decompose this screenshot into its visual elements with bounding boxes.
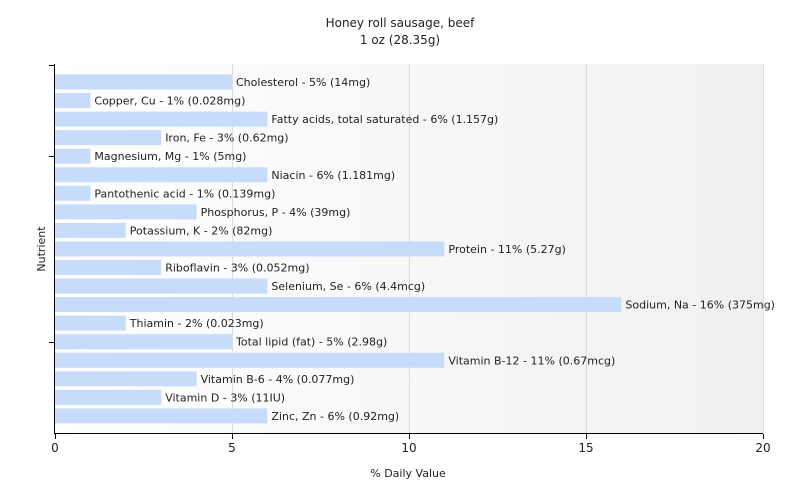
- bar-label: Fatty acids, total saturated - 6% (1.157…: [271, 113, 498, 126]
- x-axis-title: % Daily Value: [370, 467, 446, 480]
- bar: [55, 130, 162, 146]
- bar-label: Magnesium, Mg - 1% (5mg): [94, 150, 246, 163]
- bar: [55, 408, 268, 424]
- bar-label: Vitamin B-6 - 4% (0.077mg): [201, 373, 355, 386]
- bar-label: Zinc, Zn - 6% (0.92mg): [271, 410, 399, 423]
- bar: [55, 185, 91, 201]
- bar-label: Vitamin B-12 - 11% (0.67mcg): [448, 354, 615, 367]
- x-tick-label: 15: [578, 441, 593, 455]
- bar-label: Phosphorus, P - 4% (39mg): [201, 206, 351, 219]
- x-axis-ticks: 0 5 10 15 20: [51, 434, 771, 455]
- x-tick-label: 0: [51, 441, 59, 455]
- y-axis-ticks: [49, 65, 55, 343]
- bar-label: Copper, Cu - 1% (0.028mg): [94, 95, 245, 108]
- bar: [55, 371, 197, 387]
- bar: [55, 334, 232, 350]
- x-tick-label: 10: [401, 441, 416, 455]
- bar-label: Riboflavin - 3% (0.052mg): [165, 262, 309, 275]
- x-tick-label: 20: [755, 441, 770, 455]
- y-axis-title: Nutrient: [35, 226, 48, 272]
- bar-label: Selenium, Se - 6% (4.4mcg): [271, 280, 425, 293]
- bar: [55, 278, 268, 294]
- bar-label: Niacin - 6% (1.181mg): [271, 169, 395, 182]
- bar-label: Protein - 11% (5.27g): [448, 243, 566, 256]
- bar-label: Iron, Fe - 3% (0.62mg): [165, 132, 288, 145]
- bar-label: Potassium, K - 2% (82mg): [130, 224, 273, 237]
- bar-label: Vitamin D - 3% (11IU): [165, 391, 285, 404]
- bar: [55, 389, 162, 405]
- bar: [55, 204, 197, 220]
- bar: [55, 297, 622, 313]
- bar: [55, 222, 126, 238]
- bar: [55, 74, 232, 90]
- bar-label: Thiamin - 2% (0.023mg): [129, 317, 264, 330]
- x-tick-label: 5: [228, 441, 236, 455]
- bar-labels: Cholesterol - 5% (14mg) Copper, Cu - 1% (…: [94, 76, 775, 423]
- bar: [55, 241, 445, 257]
- chart-subtitle: 1 oz (28.35g): [360, 33, 440, 47]
- bars: [55, 74, 622, 424]
- bar: [55, 111, 268, 127]
- bar: [55, 148, 91, 164]
- bar-label: Total lipid (fat) - 5% (2.98g): [235, 336, 387, 349]
- bar: [55, 167, 268, 183]
- bar: [55, 260, 162, 275]
- bar: [55, 93, 91, 109]
- bar-label: Pantothenic acid - 1% (0.139mg): [94, 187, 275, 200]
- bar-label: Sodium, Na - 16% (375mg): [625, 299, 775, 312]
- bar-label: Cholesterol - 5% (14mg): [236, 76, 370, 89]
- chart-title: Honey roll sausage, beef: [326, 16, 476, 30]
- bar: [55, 315, 126, 331]
- bar: [55, 352, 445, 368]
